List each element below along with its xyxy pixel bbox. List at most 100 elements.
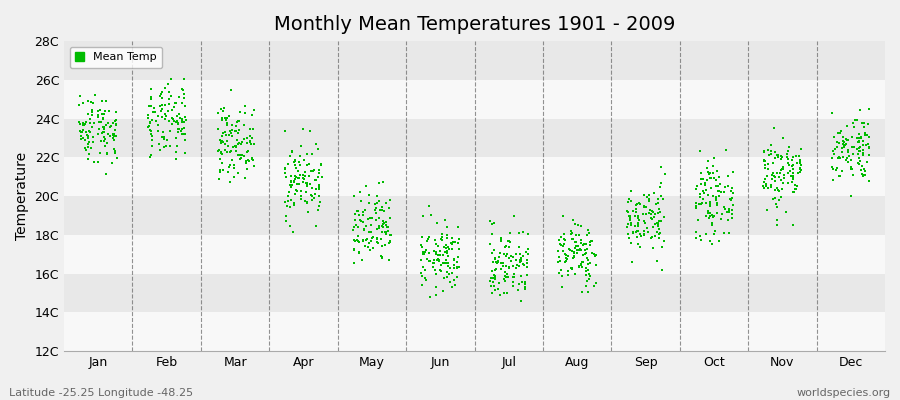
Point (451, 224, 465, 230)
Point (424, 212, 438, 218)
Point (414, 241, 428, 248)
Point (485, 258, 500, 265)
Point (763, 142, 778, 148)
Point (565, 248, 580, 255)
Point (415, 282, 429, 288)
Point (559, 258, 573, 264)
Point (378, 242, 392, 248)
Point (222, 132, 237, 139)
Point (356, 238, 371, 244)
Point (645, 244, 660, 251)
Point (497, 251, 511, 257)
Point (639, 210, 653, 217)
Point (439, 245, 454, 252)
Point (144, 103, 158, 110)
Point (706, 214, 721, 220)
Point (239, 160, 254, 166)
Point (843, 166, 858, 172)
Point (845, 166, 859, 172)
Point (516, 253, 530, 259)
Point (854, 167, 868, 174)
Point (293, 143, 308, 149)
Point (703, 175, 717, 182)
Point (692, 200, 706, 207)
Point (215, 138, 230, 144)
Point (770, 185, 785, 191)
Point (693, 147, 707, 154)
Point (163, 128, 177, 135)
Point (96, 124, 111, 130)
Point (562, 268, 576, 274)
Point (370, 193, 384, 200)
Point (490, 259, 504, 266)
Point (84, 98, 98, 105)
Point (710, 202, 724, 208)
Point (512, 230, 526, 236)
Point (788, 182, 802, 188)
Point (303, 192, 318, 198)
Point (155, 89, 169, 95)
Point (220, 122, 234, 128)
Point (498, 269, 512, 275)
Point (702, 214, 716, 221)
Point (589, 280, 603, 286)
Point (81, 156, 95, 162)
Point (701, 208, 716, 214)
Bar (64, 274, 885, 312)
Point (81, 141, 95, 147)
Point (758, 162, 772, 168)
Point (629, 205, 643, 212)
Point (230, 137, 245, 143)
Point (225, 122, 239, 128)
Point (499, 278, 513, 284)
Point (494, 266, 508, 272)
Point (857, 120, 871, 126)
Point (488, 266, 502, 273)
Point (708, 195, 723, 201)
Point (166, 116, 181, 123)
Point (155, 114, 169, 120)
Point (285, 149, 300, 155)
Point (234, 141, 248, 147)
Point (245, 135, 259, 142)
Point (312, 184, 327, 191)
Point (451, 240, 465, 246)
Point (372, 198, 386, 204)
Point (292, 158, 306, 165)
Point (452, 264, 466, 270)
Point (853, 135, 868, 141)
Point (652, 196, 666, 202)
Point (419, 255, 434, 262)
Point (418, 246, 433, 253)
Point (358, 243, 373, 249)
Point (706, 220, 720, 226)
Point (652, 206, 666, 212)
Point (566, 254, 580, 260)
Point (310, 174, 325, 180)
Point (841, 147, 855, 154)
Point (581, 267, 596, 274)
Point (99, 171, 113, 177)
Point (302, 161, 317, 167)
Point (95, 111, 110, 117)
Point (362, 200, 376, 207)
Point (287, 200, 302, 206)
Point (559, 254, 573, 261)
Text: Latitude -25.25 Longitude -48.25: Latitude -25.25 Longitude -48.25 (9, 388, 194, 398)
Point (295, 174, 310, 181)
Y-axis label: Temperature: Temperature (15, 152, 29, 240)
Point (247, 107, 261, 113)
Point (577, 241, 591, 248)
Point (851, 148, 866, 154)
Point (645, 216, 660, 222)
Point (230, 130, 245, 136)
Point (308, 191, 322, 198)
Point (433, 248, 447, 254)
Point (107, 127, 122, 134)
Point (357, 226, 372, 233)
Point (787, 188, 801, 195)
Point (631, 215, 645, 221)
Point (96, 116, 111, 122)
Point (500, 238, 515, 244)
Point (350, 224, 365, 230)
